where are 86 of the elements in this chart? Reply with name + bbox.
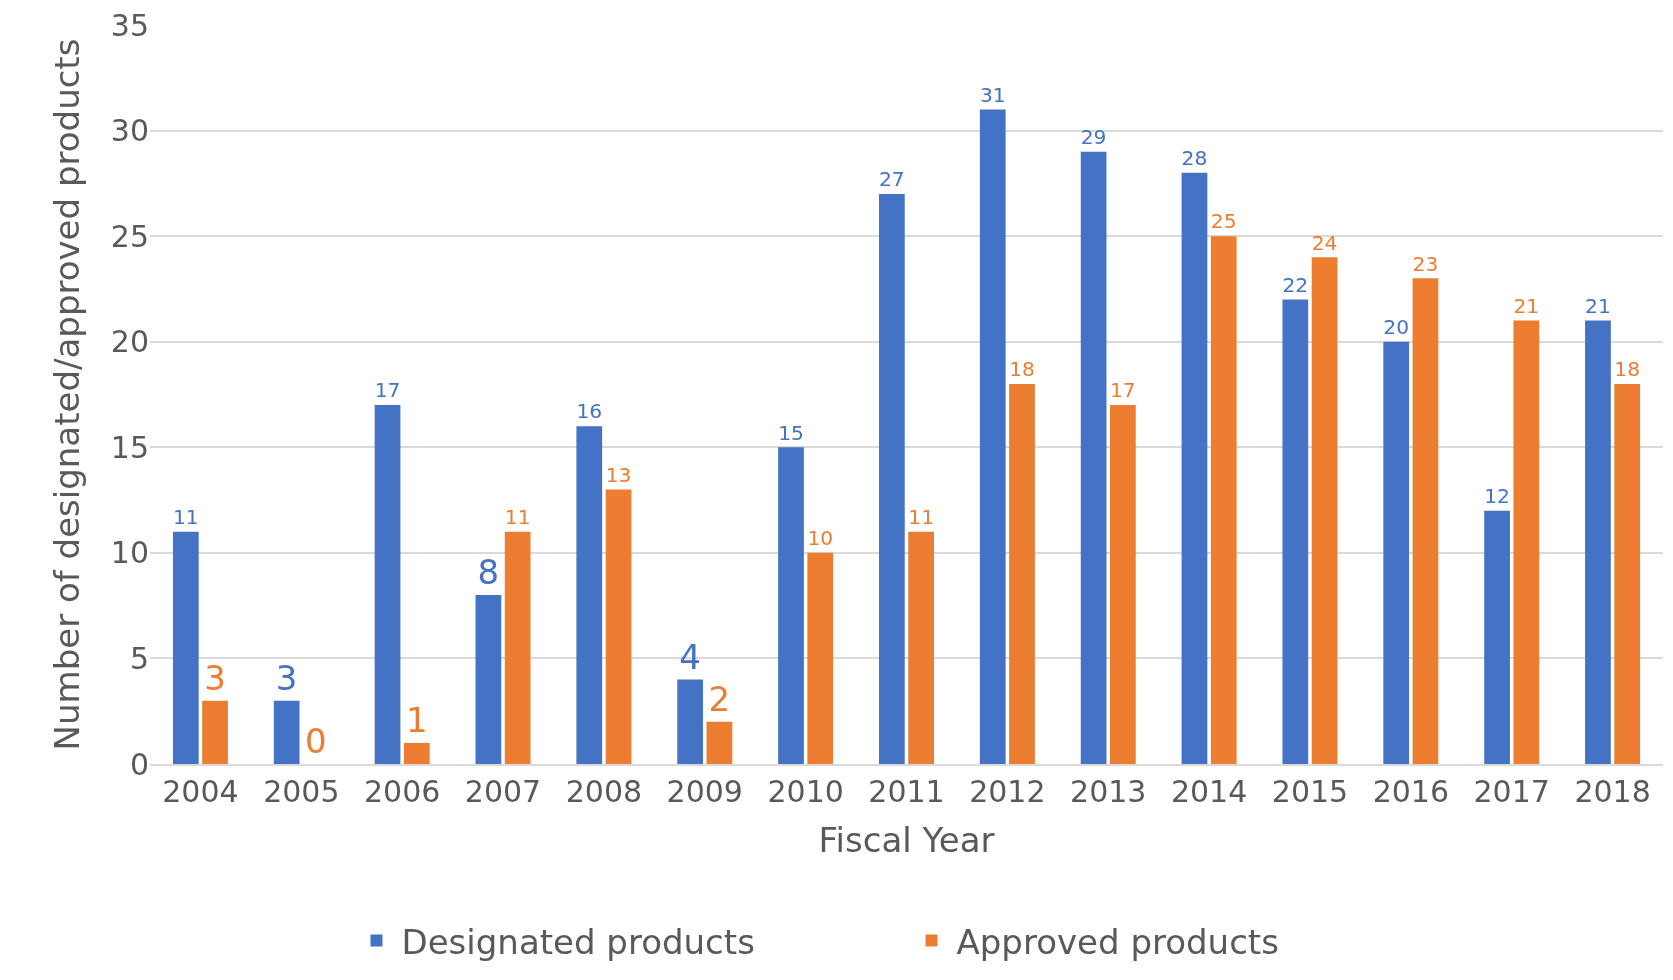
bar <box>706 721 733 764</box>
x-axis-title: Fiscal Year <box>818 819 995 860</box>
data-label: 31 <box>979 82 1006 107</box>
data-label: 11 <box>172 504 199 529</box>
data-label: 21 <box>1585 293 1611 318</box>
x-tick-label: 2017 <box>1473 774 1550 809</box>
x-tick-label: 2006 <box>363 774 441 809</box>
data-label: 24 <box>1311 230 1338 255</box>
y-axis-title: Number of designated/approved products <box>47 38 88 751</box>
data-label: 27 <box>879 167 905 192</box>
data-label: 4 <box>679 636 701 677</box>
bar <box>273 700 300 764</box>
data-label: 8 <box>477 552 500 593</box>
bar <box>778 447 804 764</box>
bar <box>979 109 1006 764</box>
bar <box>374 405 401 764</box>
bar <box>677 679 704 764</box>
data-label: 12 <box>1484 483 1510 508</box>
data-label: 22 <box>1282 272 1309 297</box>
data-label: 21 <box>1513 293 1540 318</box>
data-label: 10 <box>807 526 834 551</box>
bar <box>1009 383 1035 764</box>
bar <box>908 531 934 764</box>
y-tick-label: 10 <box>110 535 149 571</box>
bar <box>1585 320 1611 764</box>
x-tick-label: 2004 <box>162 774 239 809</box>
x-tick-label: 2010 <box>767 774 844 809</box>
data-label: 17 <box>1109 378 1136 403</box>
bar <box>1513 320 1540 764</box>
data-label: 29 <box>1080 124 1107 149</box>
bar <box>807 552 834 764</box>
x-tick-label: 2009 <box>666 774 743 809</box>
data-label: 2 <box>708 678 731 719</box>
y-tick-label: 15 <box>110 429 149 465</box>
bar <box>1383 341 1410 764</box>
x-tick-label: 2008 <box>565 774 643 809</box>
data-label: 0 <box>305 721 327 761</box>
data-label: 20 <box>1383 314 1410 339</box>
bar <box>576 426 603 764</box>
bar <box>403 742 430 764</box>
bar <box>504 531 531 764</box>
bar <box>1311 257 1338 764</box>
data-label: 16 <box>576 399 603 424</box>
y-tick-label: 35 <box>110 7 149 43</box>
data-label: 1 <box>405 699 428 740</box>
bar <box>1412 278 1439 764</box>
bar <box>1181 172 1208 764</box>
x-tick-label: 2014 <box>1170 774 1248 809</box>
bar <box>1080 151 1107 764</box>
data-label: 11 <box>908 504 934 529</box>
x-tick-label: 2012 <box>969 774 1046 809</box>
bar <box>1210 236 1237 764</box>
data-label: 15 <box>778 420 804 445</box>
bar <box>1109 405 1136 764</box>
data-label: 23 <box>1412 251 1439 276</box>
y-tick-label: 20 <box>110 324 149 360</box>
bar <box>202 700 228 764</box>
x-tick-label: 2018 <box>1574 774 1651 809</box>
bar <box>1614 383 1641 764</box>
x-tick-label: 2013 <box>1070 774 1147 809</box>
x-tick-label: 2015 <box>1271 774 1349 809</box>
y-tick-label: 0 <box>129 746 149 782</box>
data-label: 28 <box>1181 146 1208 171</box>
data-label: 3 <box>275 657 298 698</box>
y-tick-label: 25 <box>110 218 149 254</box>
bar <box>1484 510 1510 764</box>
data-label: 18 <box>1009 357 1035 382</box>
x-tick-label: 2005 <box>263 774 340 809</box>
data-label: 18 <box>1614 357 1641 382</box>
x-tick-label: 2016 <box>1372 774 1450 809</box>
legend-label: Approved products <box>956 921 1279 962</box>
bar <box>879 193 905 764</box>
x-tick-label: 2007 <box>464 774 542 809</box>
legend-label: Designated products <box>401 921 755 962</box>
x-tick-label: 2011 <box>868 774 945 809</box>
y-tick-label: 30 <box>110 113 149 149</box>
bar <box>475 595 502 764</box>
data-label: 13 <box>605 462 632 487</box>
bar <box>605 489 632 764</box>
data-label: 17 <box>374 378 401 403</box>
data-label: 25 <box>1210 209 1237 234</box>
data-label: 11 <box>504 504 531 529</box>
bar <box>172 531 199 764</box>
y-tick-label: 5 <box>129 640 149 676</box>
data-label: 3 <box>204 657 226 698</box>
bar <box>1282 299 1309 764</box>
